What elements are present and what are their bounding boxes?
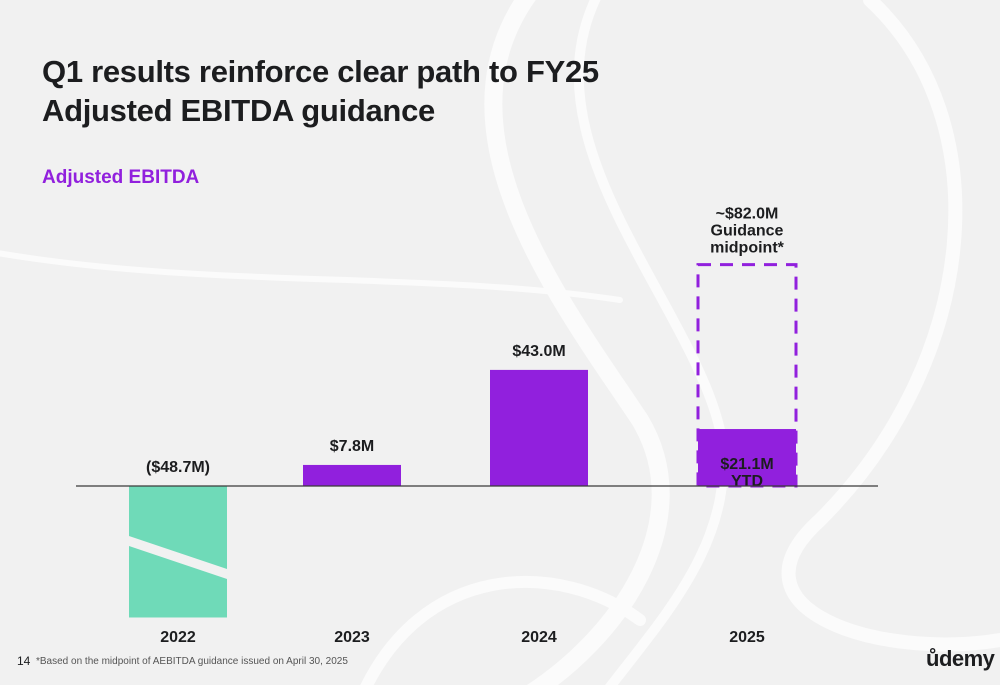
bar-2022 — [129, 486, 227, 618]
bar-2023 — [303, 464, 401, 486]
annotation-2025: YTD — [731, 473, 763, 490]
category-label-2024: 2024 — [521, 629, 557, 646]
guidance-label-line-3: midpoint* — [710, 240, 785, 257]
slide-title-line-2: Adjusted EBITDA guidance — [42, 93, 435, 128]
guidance-label-line-1: ~$82.0M — [716, 206, 779, 223]
page-number: 14 — [17, 654, 31, 668]
bar-2024 — [490, 369, 588, 486]
data-label-2022: ($48.7M) — [146, 459, 210, 476]
guidance-label-line-2: Guidance — [711, 223, 784, 240]
category-label-2022: 2022 — [160, 629, 196, 646]
category-label-2023: 2023 — [334, 629, 370, 646]
data-label-2025: $21.1M — [720, 456, 773, 473]
slide-title: Q1 results reinforce clear path to FY25 … — [42, 52, 599, 130]
logo-text: ůdemy — [926, 646, 995, 671]
slide-title-line-1: Q1 results reinforce clear path to FY25 — [42, 54, 599, 89]
data-label-2023: $7.8M — [330, 438, 374, 455]
guidance-outline-2025 — [696, 263, 798, 488]
chart-title: Adjusted EBITDA — [42, 167, 200, 188]
data-label-2024: $43.0M — [512, 343, 565, 360]
footnote: *Based on the midpoint of AEBITDA guidan… — [36, 656, 348, 667]
axis-break-stripe-2022 — [129, 536, 227, 579]
udemy-logo: ůdemy — [926, 646, 995, 672]
category-label-2025: 2025 — [729, 629, 765, 646]
bar-2025 — [698, 429, 796, 486]
